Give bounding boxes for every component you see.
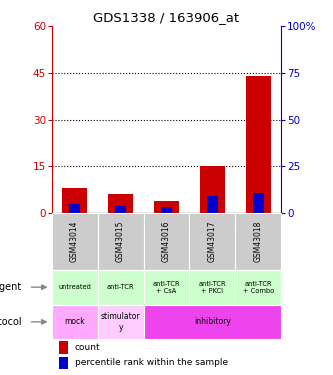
Text: mock: mock — [64, 317, 85, 326]
Text: GSM43017: GSM43017 — [208, 221, 217, 262]
Bar — [98, 270, 144, 304]
Text: GSM43014: GSM43014 — [70, 221, 79, 262]
Bar — [59, 342, 68, 354]
Text: count: count — [75, 343, 100, 352]
Text: anti-TCR
+ PKCi: anti-TCR + PKCi — [199, 280, 226, 294]
Bar — [52, 213, 98, 270]
Text: anti-TCR
+ Combo: anti-TCR + Combo — [243, 280, 274, 294]
Text: GSM43018: GSM43018 — [254, 221, 263, 262]
Bar — [253, 192, 264, 213]
Bar — [52, 270, 98, 304]
Text: agent: agent — [0, 282, 22, 292]
Bar — [62, 188, 87, 213]
Bar — [207, 196, 218, 213]
Bar — [144, 270, 189, 304]
Text: untreated: untreated — [58, 284, 91, 290]
Bar — [235, 213, 281, 270]
Text: anti-TCR: anti-TCR — [107, 284, 134, 290]
Bar — [108, 194, 133, 213]
Bar — [189, 270, 235, 304]
Bar — [69, 204, 80, 213]
Bar — [246, 76, 271, 213]
Bar — [161, 207, 172, 213]
Bar — [154, 201, 179, 213]
Text: GSM43016: GSM43016 — [162, 221, 171, 262]
Text: GSM43015: GSM43015 — [116, 221, 125, 262]
Bar — [98, 304, 144, 339]
Text: protocol: protocol — [0, 317, 22, 327]
Text: stimulator
y: stimulator y — [101, 312, 140, 332]
Bar — [235, 270, 281, 304]
Text: anti-TCR
+ CsA: anti-TCR + CsA — [153, 280, 180, 294]
Text: percentile rank within the sample: percentile rank within the sample — [75, 358, 228, 367]
Bar — [200, 166, 225, 213]
Bar — [189, 213, 235, 270]
Bar — [144, 304, 281, 339]
Bar — [144, 213, 189, 270]
Bar — [59, 357, 68, 369]
Text: inhibitory: inhibitory — [194, 317, 231, 326]
Bar — [52, 304, 98, 339]
Title: GDS1338 / 163906_at: GDS1338 / 163906_at — [94, 11, 239, 24]
Bar — [98, 213, 144, 270]
Bar — [115, 206, 126, 213]
